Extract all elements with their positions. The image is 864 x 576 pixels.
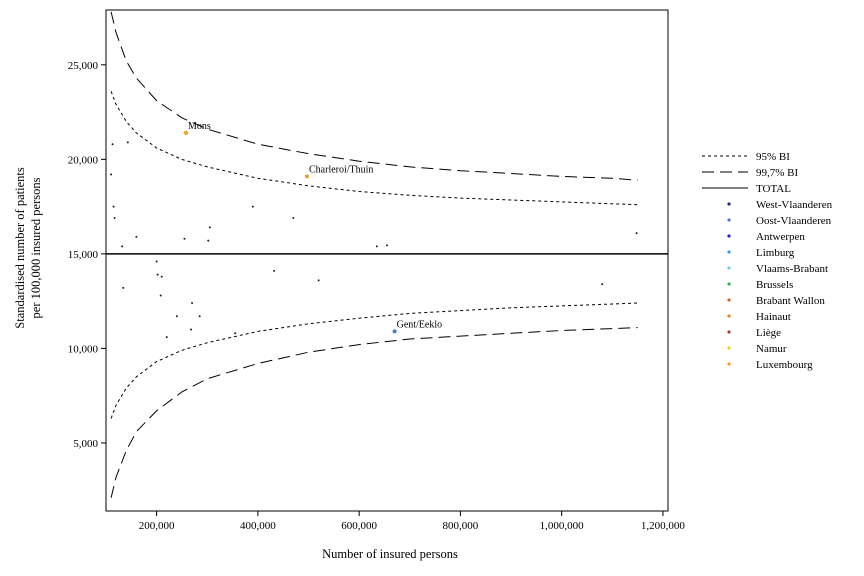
point-labels: Mons Charleroi/Thuin Gent/Eeklo	[188, 121, 442, 331]
legend-marker	[727, 362, 731, 366]
y-tick-label: 25,000	[68, 60, 99, 72]
data-point	[159, 294, 162, 297]
data-point	[121, 245, 124, 248]
data-point	[156, 273, 159, 276]
data-points	[110, 130, 638, 339]
y-axis-title-line1: Standardised number of patients	[13, 167, 27, 329]
data-point	[113, 216, 116, 219]
legend-label: 99,7% BI	[756, 167, 799, 179]
y-axis-title-line2: per 100,000 insured persons	[29, 177, 43, 318]
legend-marker	[727, 346, 731, 350]
y-axis: 5,000 10,000 15,000 20,000 25,000	[68, 60, 106, 450]
data-point	[126, 141, 129, 144]
legend-marker	[727, 202, 731, 206]
data-point	[305, 174, 310, 179]
legend-label: Oost-Vlaanderen	[756, 215, 832, 227]
legend-marker	[727, 298, 731, 302]
legend-label: Liège	[756, 327, 781, 339]
data-point	[317, 279, 320, 282]
legend-marker	[727, 218, 731, 222]
data-point	[135, 235, 138, 238]
legend-label: TOTAL	[756, 183, 791, 195]
legend-label: Vlaams-Brabant	[756, 263, 828, 275]
data-point	[198, 315, 201, 318]
data-point	[160, 275, 163, 278]
ci95-upper-line	[110, 91, 638, 206]
data-point	[386, 244, 388, 247]
x-tick-label: 1,200,000	[641, 520, 686, 532]
x-tick-label: 600,000	[341, 520, 377, 532]
confidence-limits	[110, 11, 638, 498]
data-point	[175, 315, 178, 318]
legend-label: Namur	[756, 343, 787, 355]
legend: 95% BI 99,7% BI TOTAL West-Vlaanderen Oost-V…	[702, 151, 833, 371]
point-label: Gent/Eeklo	[397, 319, 443, 330]
data-point	[165, 336, 168, 339]
data-point	[635, 232, 638, 235]
x-axis: 200,000 400,000 600,000 800,000 1,000,000 1,2…	[139, 511, 686, 532]
x-tick-label: 200,000	[139, 520, 175, 532]
legend-marker	[727, 266, 731, 270]
point-label: Mons	[188, 121, 211, 132]
data-point	[155, 260, 158, 263]
data-point	[183, 237, 186, 240]
legend-label: Limburg	[756, 247, 795, 259]
legend-label: 95% BI	[756, 151, 790, 163]
data-point	[190, 328, 193, 331]
plot-area	[105, 9, 669, 512]
data-point	[207, 239, 210, 242]
legend-marker	[727, 330, 731, 334]
legend-label: Brabant Wallon	[756, 295, 825, 307]
legend-marker	[727, 314, 731, 318]
y-tick-label: 5,000	[73, 438, 98, 450]
data-point	[292, 216, 295, 219]
data-point	[183, 130, 188, 135]
data-point	[122, 286, 125, 289]
data-point	[234, 332, 237, 335]
x-tick-label: 800,000	[443, 520, 479, 532]
x-tick-label: 400,000	[240, 520, 276, 532]
legend-label: Antwerpen	[756, 231, 805, 243]
data-point	[375, 245, 378, 248]
data-point	[112, 205, 115, 208]
y-tick-label: 15,000	[68, 249, 99, 261]
ci997-upper-line	[110, 11, 638, 181]
point-label: Charleroi/Thuin	[309, 164, 373, 175]
legend-marker	[727, 282, 731, 286]
legend-marker	[727, 250, 731, 254]
x-axis-title: Number of insured persons	[322, 547, 458, 561]
data-point	[208, 226, 211, 229]
x-tick-label: 1,000,000	[540, 520, 585, 532]
data-point	[110, 173, 113, 176]
ci997-lower-line	[110, 327, 638, 498]
data-point	[111, 143, 114, 146]
data-point	[251, 205, 254, 208]
y-tick-label: 20,000	[68, 154, 99, 166]
legend-label: Hainaut	[756, 311, 791, 323]
data-point	[273, 269, 276, 272]
legend-label: Brussels	[756, 279, 793, 291]
ci95-lower-line	[110, 302, 638, 419]
data-point	[601, 283, 604, 286]
y-tick-label: 10,000	[68, 343, 99, 355]
legend-label: West-Vlaanderen	[756, 199, 833, 211]
data-point	[392, 329, 397, 334]
data-point	[191, 302, 194, 305]
legend-marker	[727, 234, 731, 238]
legend-label: Luxembourg	[756, 359, 813, 371]
